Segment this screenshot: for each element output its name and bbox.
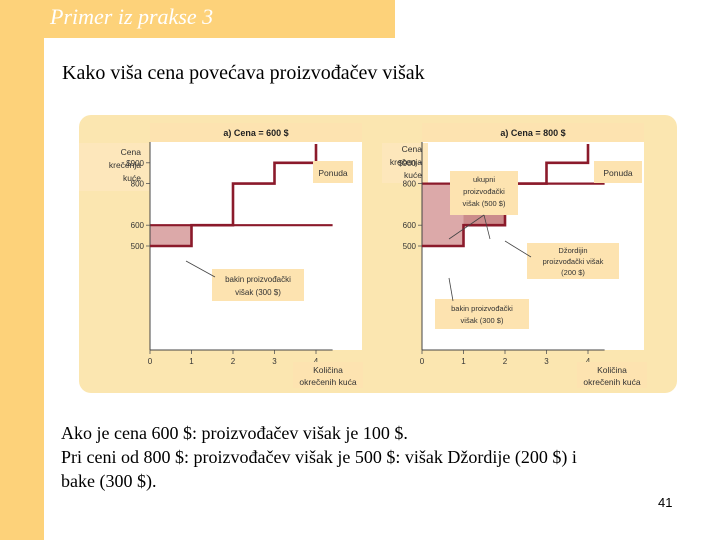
chart-b-x-tick-label-3: 3 [544, 357, 549, 366]
chart-b-y-tick-label-3: $900 [398, 159, 416, 168]
chart-b-total-annotation-box [450, 171, 518, 215]
chart-a-x-tick-label-1: 1 [189, 357, 194, 366]
chart-b-dzordi-line3: (200 $) [561, 268, 585, 277]
chart-a-annotation-box [212, 269, 304, 301]
chart-a-y-tick-label-0: 500 [131, 242, 145, 251]
chart-a-x-tick-label-0: 0 [148, 357, 153, 366]
chart-panel-b: a) Cena = 800 $ Cena krečenja kuće 500 60… [382, 123, 647, 388]
chart-a-ylabel-line1: Cena [121, 147, 142, 157]
chart-a-supply-line [150, 144, 318, 248]
figure-panel: a) Cena = 600 $ Cena krečenja kuće 500 60… [79, 115, 677, 393]
chart-b-y-tick-label-1: 600 [403, 221, 417, 230]
charts-svg: a) Cena = 600 $ Cena krečenja kuće 500 60… [79, 123, 647, 388]
chart-a-xlabel-box [293, 362, 363, 388]
chart-b-ylabel-line1: Cena [402, 144, 423, 154]
chart-a-x-tick-label-4: 4 [314, 357, 319, 366]
chart-b-total-pointer-1 [448, 214, 485, 240]
body-line-3: bake (300 $). [61, 471, 157, 491]
chart-a-ylabel-line3: kuće [123, 173, 141, 183]
chart-b-title: a) Cena = 800 $ [500, 128, 565, 138]
chart-b-ylabel-line2: krečenja [390, 157, 422, 167]
chart-a-y-tick-label-1: 600 [131, 221, 145, 230]
title-bar: Primer iz prakse 3 [0, 0, 395, 38]
chart-b-xlabel-line2: okrečenih kuća [583, 377, 640, 387]
chart-a-supply-label-box [313, 161, 353, 183]
chart-b-dzordi-pointer [504, 240, 532, 258]
chart-a-title-box [150, 123, 362, 142]
chart-a-ylabel-line2: krečenja [109, 160, 141, 170]
body-line-2: Pri ceni od 800 $: proizvođačev višak je… [61, 447, 577, 467]
chart-b-x-tick-label-1: 1 [461, 357, 466, 366]
chart-a-annotation-pointer [185, 260, 216, 278]
chart-b-baka-annotation-box [435, 299, 529, 329]
slide-subtitle: Kako viša cena povećava proizvođačev viš… [62, 62, 425, 84]
chart-b-total-line1: ukupni [473, 175, 495, 184]
chart-a-supply-label: Ponuda [318, 168, 348, 178]
chart-a-y-tick-label-3: $900 [126, 159, 144, 168]
chart-b-total-line2: proizvođački [463, 187, 505, 196]
chart-a-annotation-line2: višak (300 $) [235, 288, 281, 297]
chart-panel-a: a) Cena = 600 $ Cena krečenja kuće 500 60… [79, 123, 363, 388]
chart-b-xlabel-line1: Količina [597, 365, 627, 375]
chart-b-supply-label-box [594, 161, 642, 183]
chart-a-x-tick-label-2: 2 [231, 357, 236, 366]
chart-b-x-tick-label-0: 0 [420, 357, 425, 366]
chart-a-title: a) Cena = 600 $ [223, 128, 288, 138]
chart-a-annotation-line1: bakin proizvođački [225, 275, 291, 284]
body-line-1: Ako je cena 600 $: proizvođačev višak je… [61, 423, 408, 443]
slide-body: Ako je cena 600 $: proizvođačev višak je… [61, 421, 681, 493]
chart-a-xlabel-line1: Količina [313, 365, 343, 375]
chart-b-ylabel-line3: kuće [404, 170, 422, 180]
chart-b-baka-line2: višak (300 $) [461, 316, 504, 325]
chart-a-xlabel-line2: okrečenih kuća [299, 377, 356, 387]
chart-b-x-tick-label-2: 2 [503, 357, 508, 366]
page-number: 41 [658, 495, 673, 510]
chart-b-baka-pointer [448, 277, 454, 302]
chart-b-y-tick-label-0: 500 [403, 242, 417, 251]
chart-b-supply-label: Ponuda [603, 168, 633, 178]
chart-a-ylabel-box [79, 143, 149, 191]
chart-b-dzordi-line1: Džordijin [558, 246, 587, 255]
chart-b-y-tick-label-2: 800 [403, 180, 417, 189]
chart-a-x-tick-label-3: 3 [272, 357, 277, 366]
chart-b-dzordi-line2: proizvođački višak [543, 257, 604, 266]
chart-b-dzordi-annotation-box [527, 243, 619, 279]
chart-b-x-tick-label-4: 4 [586, 357, 591, 366]
chart-b-baka-line1: bakin proizvođački [451, 304, 513, 313]
chart-b-xlabel-box [577, 362, 647, 388]
accent-left-bar [0, 0, 44, 540]
chart-a-y-tick-label-2: 800 [131, 180, 145, 189]
chart-b-total-line3: višak (500 $) [463, 199, 506, 208]
chart-b-total-pointer-2 [483, 214, 491, 240]
chart-b-title-box [422, 123, 644, 142]
slide-title: Primer iz prakse 3 [50, 4, 214, 29]
chart-a-surplus-area-1 [150, 225, 192, 246]
